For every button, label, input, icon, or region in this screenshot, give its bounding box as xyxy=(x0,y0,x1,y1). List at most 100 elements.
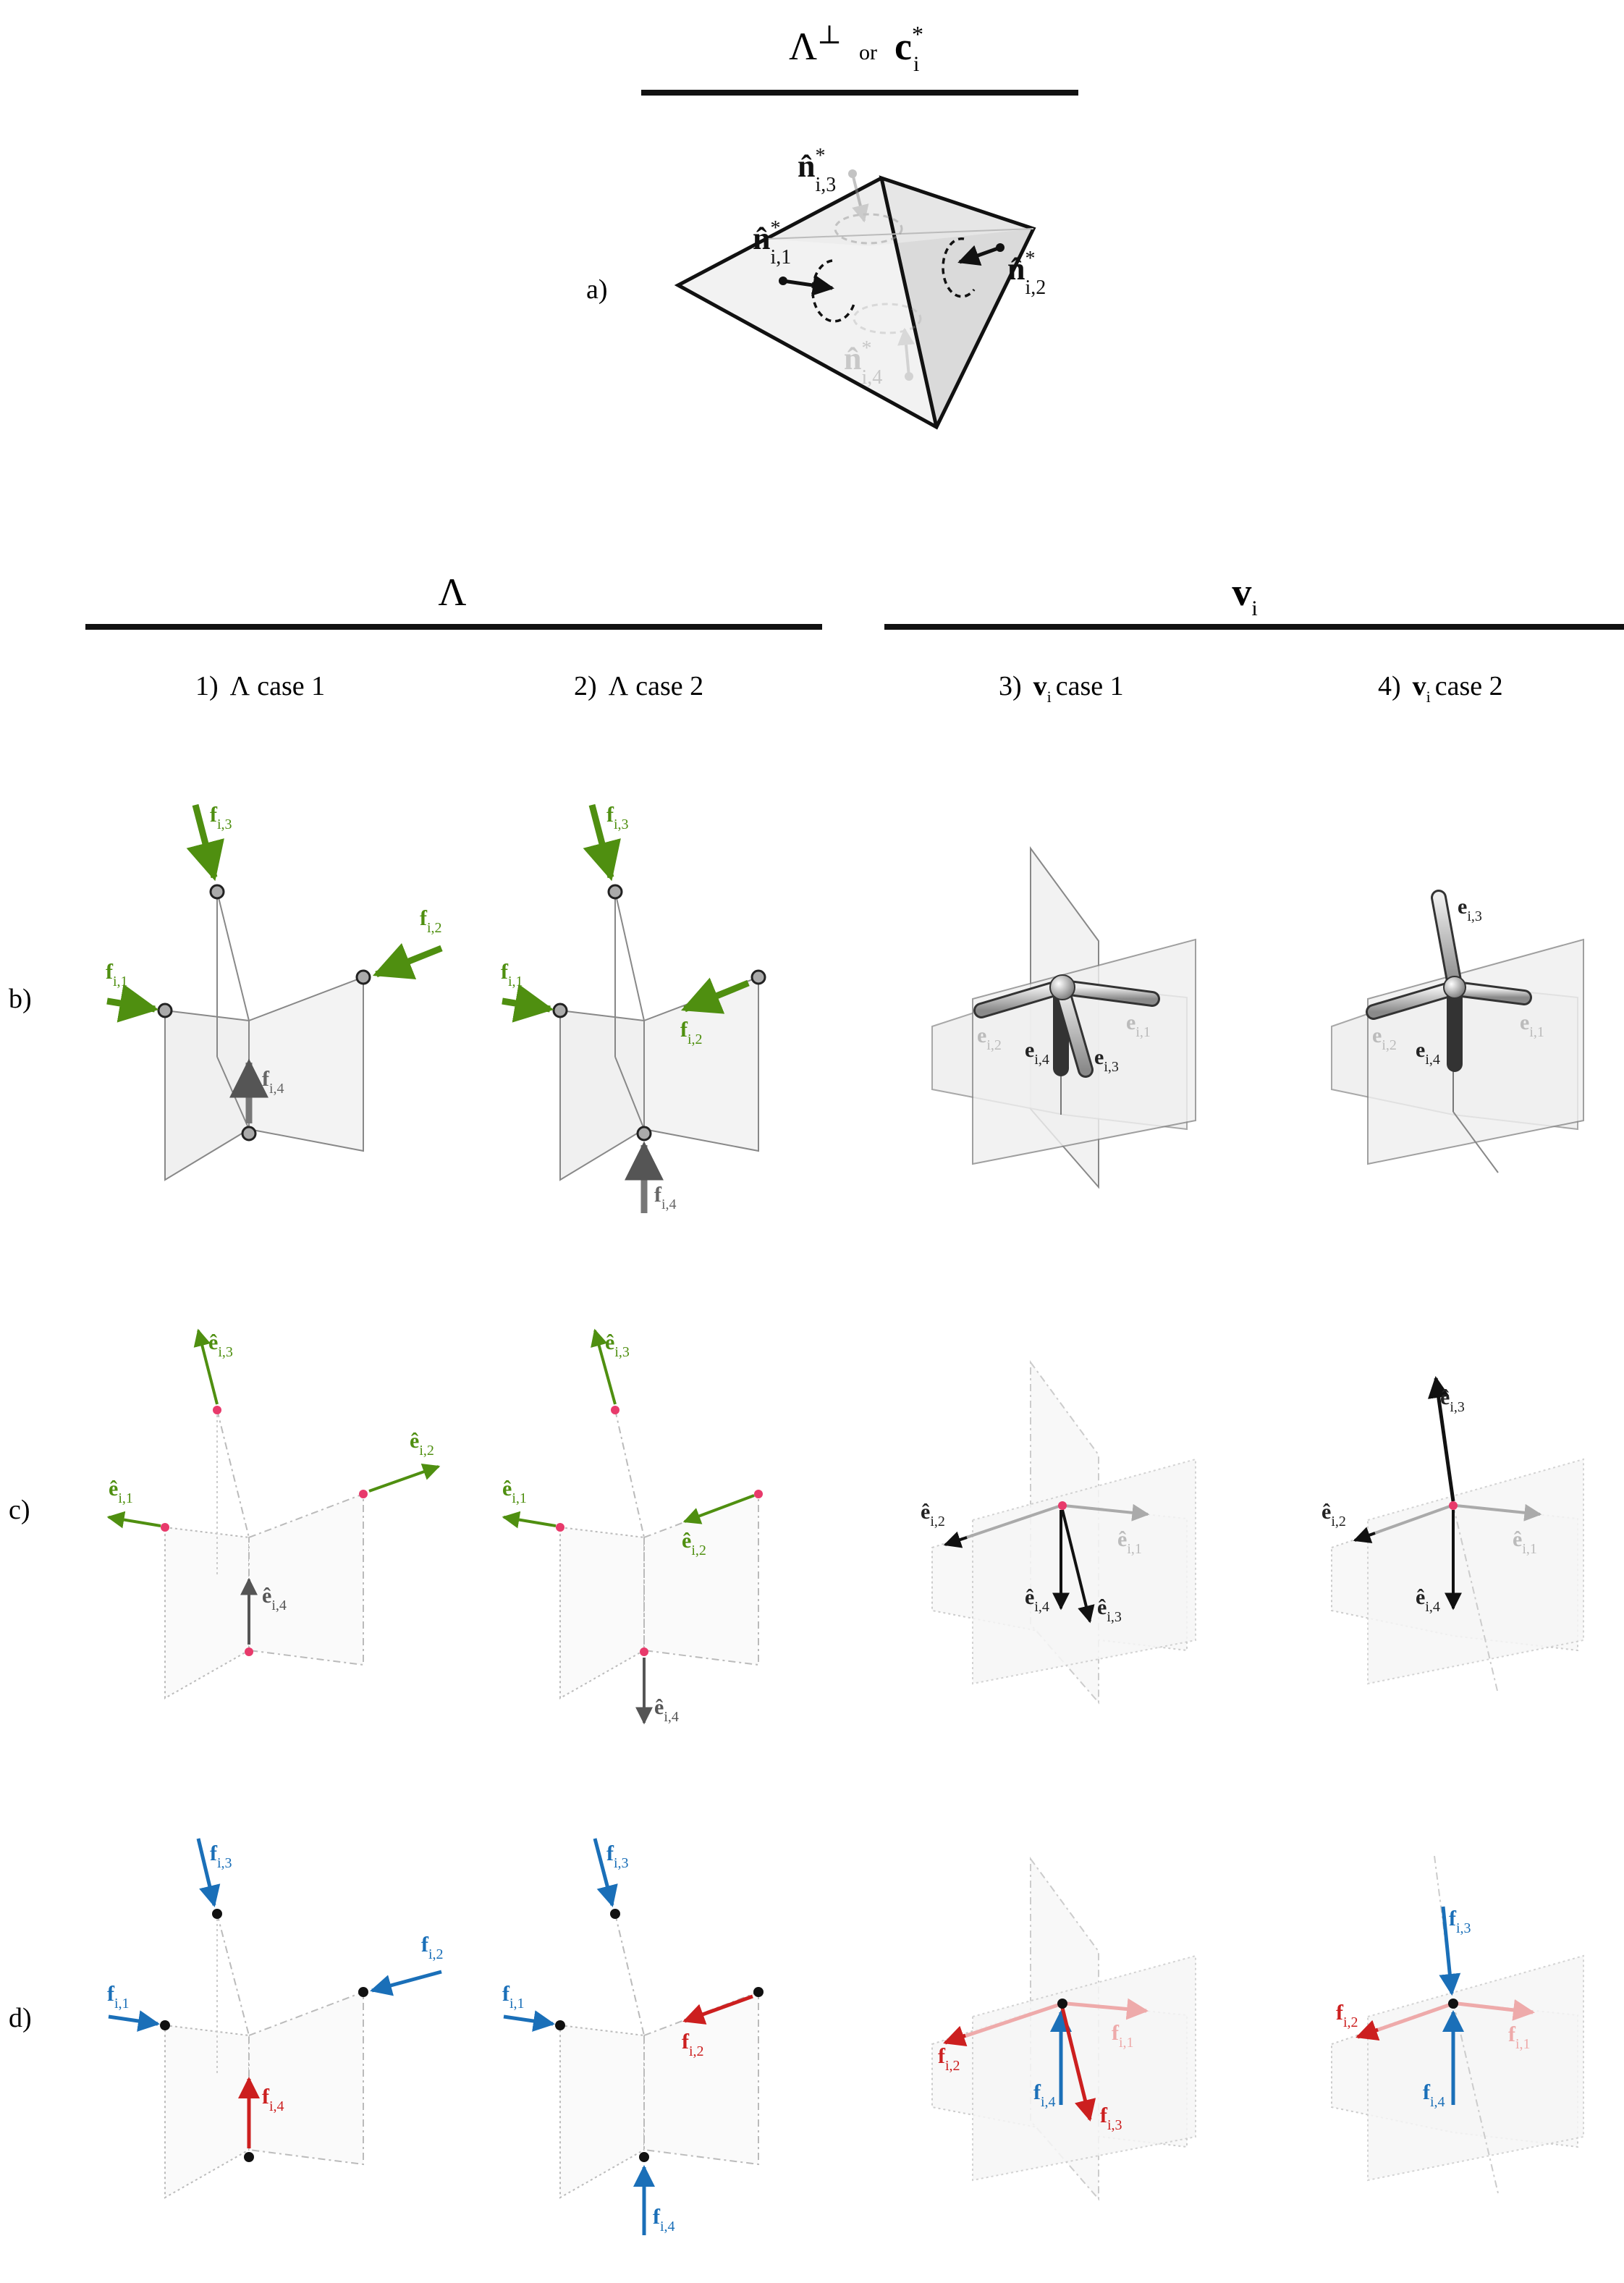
node-1 xyxy=(157,1003,173,1018)
edge-e3 xyxy=(193,1328,219,1405)
label-f4: fi,4 xyxy=(262,2085,284,2114)
plane-right xyxy=(248,976,364,1152)
force-f3 xyxy=(186,803,224,882)
label-n-hat-2: n̂* i,2 xyxy=(1007,248,1046,299)
header-c-sup: * xyxy=(912,21,923,47)
node-2 xyxy=(355,969,371,985)
label-e-hat-2: êi,2 xyxy=(921,1500,945,1529)
label-f3: fi,3 xyxy=(210,803,232,832)
label-f4: fi,4 xyxy=(1033,2080,1056,2110)
row-label-d: d) xyxy=(9,2003,32,2033)
label-f3: fi,3 xyxy=(1100,2103,1122,2133)
rod-e1 xyxy=(1448,981,1532,1005)
label-e-hat-1: êi,1 xyxy=(1513,1527,1537,1557)
edge-e1 xyxy=(1455,1503,1542,1522)
panel-d2: fi,3 fi,1 fi,2 fi,4 xyxy=(502,1838,764,2235)
label-e-hat-4: êi,4 xyxy=(654,1695,679,1725)
label-f4: fi,4 xyxy=(262,1067,284,1097)
label-f1: fi,1 xyxy=(1112,2021,1134,2051)
rod-e2 xyxy=(973,979,1067,1018)
rod-e1 xyxy=(1056,979,1160,1007)
label-e-hat-1: êi,1 xyxy=(502,1477,527,1506)
label-e-hat-4: êi,4 xyxy=(262,1584,287,1613)
force-f3 xyxy=(196,1838,221,1907)
label-n-hat-4: n̂* i,4 xyxy=(844,337,882,389)
label-f1: fi,1 xyxy=(107,1982,130,2012)
normal-n4 xyxy=(853,303,922,381)
edge-e3 xyxy=(591,1328,617,1405)
label-e2: ei,2 xyxy=(1372,1024,1397,1053)
label-f4: fi,4 xyxy=(654,1183,677,1212)
rod-e3 xyxy=(1054,982,1094,1078)
edge-e1 xyxy=(106,1511,161,1529)
node-1 xyxy=(552,1003,568,1018)
force-f3 xyxy=(583,803,621,882)
rod-e3 xyxy=(1431,890,1463,992)
label-n-hat-3: n̂* i,3 xyxy=(798,145,836,196)
header-right: vi xyxy=(884,570,1624,630)
edge-e2 xyxy=(682,1494,755,1524)
svg-text:Λ⊥orc*i: Λ⊥ or c* i xyxy=(789,20,923,76)
row-labels: a) b) c) d) xyxy=(9,274,608,2033)
force-f1 xyxy=(1066,1998,1149,2020)
node-2 xyxy=(750,969,766,985)
label-f2: fi,2 xyxy=(421,1933,444,1962)
node-4 xyxy=(241,1126,257,1142)
label-f4: fi,4 xyxy=(1423,2080,1445,2110)
header-c-sub: i xyxy=(913,52,919,76)
force-f1 xyxy=(502,984,554,1023)
force-f3 xyxy=(593,1838,618,1907)
tetra-face-top xyxy=(767,178,1033,246)
label-e2: ei,2 xyxy=(977,1024,1002,1053)
force-f1 xyxy=(1457,1999,1535,2021)
svg-text:vi: vi xyxy=(1232,570,1257,620)
label-e1: ei,1 xyxy=(1126,1010,1151,1040)
label-e4: ei,4 xyxy=(1025,1038,1049,1068)
plane-front xyxy=(1367,938,1584,1165)
plane-left xyxy=(164,1009,250,1181)
label-f1: fi,1 xyxy=(1508,2022,1531,2052)
edge-e1 xyxy=(1063,1503,1150,1522)
label-f4: fi,4 xyxy=(653,2205,675,2235)
label-e-hat-3: êi,3 xyxy=(605,1330,630,1360)
row-label-c: c) xyxy=(9,1495,30,1525)
vertex-ball xyxy=(1049,974,1075,1000)
label-e1: ei,1 xyxy=(1520,1010,1544,1040)
force-f2 xyxy=(370,1970,442,1996)
normal-n1 xyxy=(779,259,855,323)
force-f3 xyxy=(1060,2007,1096,2122)
header-left-lambda: Λ xyxy=(438,570,466,614)
label-e-hat-3: êi,3 xyxy=(1097,1595,1122,1625)
label-f2: fi,2 xyxy=(938,2044,960,2074)
force-f3 xyxy=(1439,1906,1461,1996)
column-title-4: 4) vi case 2 xyxy=(1378,671,1503,706)
edge-e3 xyxy=(1061,1509,1095,1624)
row-label-a: a) xyxy=(586,274,608,305)
edge-e3 xyxy=(1427,1376,1455,1502)
panel-d3: fi,2 fi,1 fi,4 fi,3 xyxy=(931,1856,1196,2201)
force-f2-tip xyxy=(943,2025,968,2047)
header-perp: ⊥ xyxy=(817,20,842,49)
panel-c2: êi,3 êi,1 êi,2 êi,4 xyxy=(502,1328,763,1725)
label-e-hat-4: êi,4 xyxy=(1416,1585,1440,1615)
normal-n3 xyxy=(834,169,903,245)
normal-n2 xyxy=(942,237,1005,298)
tetra-outline xyxy=(674,175,1036,430)
label-e-hat-1: êi,1 xyxy=(1117,1527,1142,1557)
panel-d4: fi,3 fi,2 fi,1 fi,4 xyxy=(1331,1855,1584,2194)
column-title-3: 3) vi case 1 xyxy=(999,671,1124,706)
node-3 xyxy=(209,884,225,900)
tetrahedron-diagram: n̂* i,3 n̂* i,1 n̂* i,2 n̂* i,4 xyxy=(674,145,1046,430)
edge-e1 xyxy=(502,1511,557,1529)
label-e4: ei,4 xyxy=(1416,1038,1440,1068)
label-f3: fi,3 xyxy=(1449,1907,1471,1936)
panel-b1: fi,3 fi,1 fi,2 fi,4 xyxy=(106,803,443,1181)
force-f2 xyxy=(682,1994,753,2025)
header-lambda: Λ xyxy=(789,25,817,68)
plane-left xyxy=(559,1009,645,1181)
force-f2 xyxy=(372,942,443,980)
panel-c3: êi,2 êi,1 êi,4 êi,3 xyxy=(921,1359,1196,1705)
